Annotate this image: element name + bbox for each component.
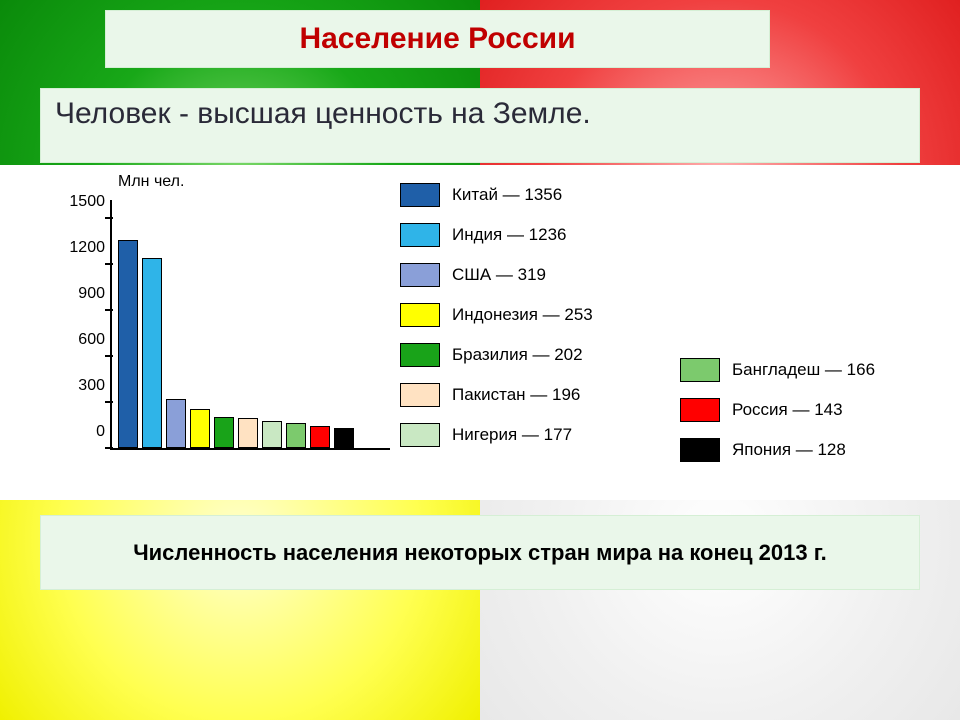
legend-label: Бразилия — 202: [452, 345, 583, 365]
bar-Россия: [310, 426, 330, 448]
y-tick-label: 0: [20, 423, 105, 441]
bar-Индия: [142, 258, 162, 448]
legend-label: Россия — 143: [732, 400, 843, 420]
bar-Китай: [118, 240, 138, 448]
bar-Пакистан: [238, 418, 258, 448]
legend-label: Китай — 1356: [452, 185, 562, 205]
y-axis-label: Млн чел.: [118, 173, 184, 191]
legend-item: Россия — 143: [680, 390, 940, 430]
legend-swatch: [400, 423, 440, 447]
legend-item: Пакистан — 196: [400, 375, 660, 415]
x-axis-line: [110, 448, 390, 450]
caption-band: Численность населения некоторых стран ми…: [40, 515, 920, 590]
legend-right-column: Бангладеш — 166 Россия — 143 Япония — 128: [680, 350, 940, 470]
bar-Индонезия: [190, 409, 210, 448]
legend-swatch: [400, 223, 440, 247]
bar-Бразилия: [214, 417, 234, 448]
legend-swatch: [400, 263, 440, 287]
legend-item: Япония — 128: [680, 430, 940, 470]
legend-swatch: [400, 343, 440, 367]
legend-item: Китай — 1356: [400, 175, 660, 215]
legend-swatch: [400, 183, 440, 207]
bar-Нигерия: [262, 421, 282, 448]
legend-swatch: [680, 358, 720, 382]
population-chart: Млн чел. 0 300 600 900 1200 1500 Китай — 1356…: [0, 165, 960, 500]
legend-item: Индонезия — 253: [400, 295, 660, 335]
slide-title: Население России: [299, 22, 575, 56]
chart-caption: Численность населения некоторых стран ми…: [133, 540, 827, 566]
y-tick-mark: [105, 263, 113, 265]
slide-subtitle: Человек - высшая ценность на Земле.: [55, 97, 591, 130]
legend-label: Япония — 128: [732, 440, 846, 460]
legend-label: Нигерия — 177: [452, 425, 572, 445]
title-band: Население России: [105, 10, 770, 68]
y-tick-mark: [105, 217, 113, 219]
legend-label: Индия — 1236: [452, 225, 567, 245]
y-tick-label: 1500: [20, 193, 105, 211]
y-axis-line: [110, 200, 112, 450]
y-tick-label: 1200: [20, 239, 105, 257]
legend-swatch: [400, 383, 440, 407]
legend-item: Нигерия — 177: [400, 415, 660, 455]
bar-Япония: [334, 428, 354, 448]
legend-left-column: Китай — 1356 Индия — 1236 США — 319 Индонез…: [400, 175, 660, 455]
legend: Китай — 1356 Индия — 1236 США — 319 Индонез…: [400, 175, 950, 490]
subtitle-band: Человек - высшая ценность на Земле.: [40, 88, 920, 163]
slide-content: Население России Человек - высшая ценнос…: [0, 0, 960, 720]
y-tick-label: 900: [20, 285, 105, 303]
y-tick-mark: [105, 401, 113, 403]
legend-item: Индия — 1236: [400, 215, 660, 255]
y-tick-mark: [105, 355, 113, 357]
legend-item: Бразилия — 202: [400, 335, 660, 375]
bar-США: [166, 399, 186, 448]
legend-item: Бангладеш — 166: [680, 350, 940, 390]
legend-label: Пакистан — 196: [452, 385, 580, 405]
bar-Бангладеш: [286, 423, 306, 448]
legend-item: США — 319: [400, 255, 660, 295]
y-tick-label: 300: [20, 377, 105, 395]
y-tick-label: 600: [20, 331, 105, 349]
y-tick-mark: [105, 309, 113, 311]
bars-group: [118, 218, 354, 448]
legend-swatch: [680, 398, 720, 422]
legend-label: США — 319: [452, 265, 546, 285]
legend-swatch: [400, 303, 440, 327]
chart-plot-area: 030060090012001500: [20, 200, 380, 470]
legend-swatch: [680, 438, 720, 462]
y-tick-mark: [105, 447, 113, 449]
legend-label: Индонезия — 253: [452, 305, 593, 325]
legend-label: Бангладеш — 166: [732, 360, 875, 380]
